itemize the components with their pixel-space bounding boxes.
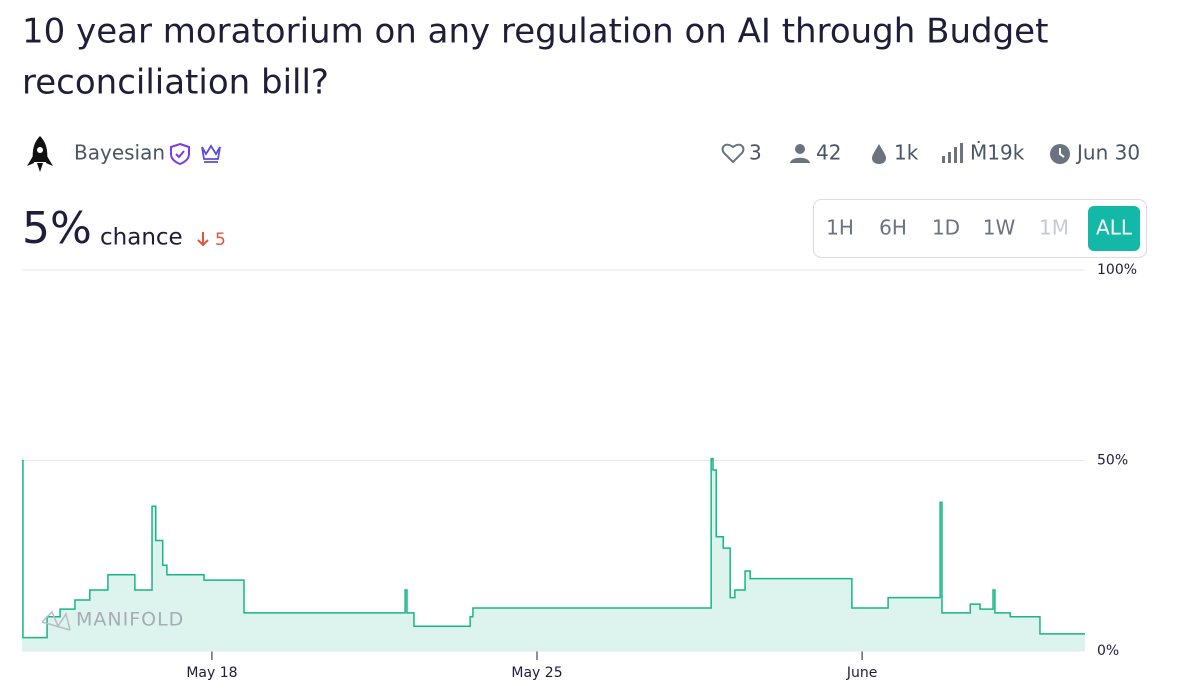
y-tick-label: 100% [1097, 262, 1137, 278]
close-date: Jun 30 [1075, 141, 1140, 165]
traders: 42 [816, 141, 841, 165]
change-arrow [197, 232, 209, 247]
time-range-active[interactable] [1088, 206, 1140, 251]
crown-icon [201, 144, 221, 163]
traders-icon [795, 144, 805, 154]
traders-icon [790, 157, 810, 163]
liquidity-icon [872, 144, 886, 164]
x-tick-label: June [846, 665, 878, 681]
like-icon[interactable] [721, 143, 745, 164]
probability-change: 5 [215, 230, 226, 250]
time-range-button[interactable]: 1H [826, 216, 854, 240]
time-range-button[interactable]: 6H [879, 216, 907, 240]
creator-name[interactable]: Bayesian [74, 141, 165, 165]
watermark-logo [41, 610, 71, 631]
time-range-button[interactable]: 1W [983, 216, 1016, 240]
title: 10 year moratorium on any regulation on … [22, 12, 1048, 52]
close-icon [1059, 148, 1065, 158]
price-line [22, 457, 1085, 639]
time-range-button[interactable]: 1M [1039, 216, 1069, 240]
time-range-button[interactable]: 1D [932, 216, 960, 240]
probability: 5% [22, 203, 92, 254]
area [22, 458, 1085, 651]
verified-icon [170, 142, 190, 166]
title: reconciliation bill? [22, 63, 329, 103]
y-tick-label: 50% [1097, 453, 1128, 469]
watermark: MANIFOLD [76, 609, 184, 631]
probability-label: chance [100, 225, 183, 251]
time-range-button[interactable]: ALL [1096, 216, 1133, 240]
x-tick-label: May 18 [186, 665, 237, 681]
volume: Ṁ19k [970, 141, 1025, 165]
creator-avatar[interactable] [27, 136, 53, 172]
y-tick-label: 0% [1097, 643, 1119, 659]
time-range-group [813, 199, 1147, 258]
x-tick-label: May 25 [511, 665, 562, 681]
likes: 3 [749, 141, 762, 165]
volume-icon [942, 143, 963, 163]
verified-icon [175, 150, 185, 159]
liquidity: 1k [894, 141, 919, 165]
